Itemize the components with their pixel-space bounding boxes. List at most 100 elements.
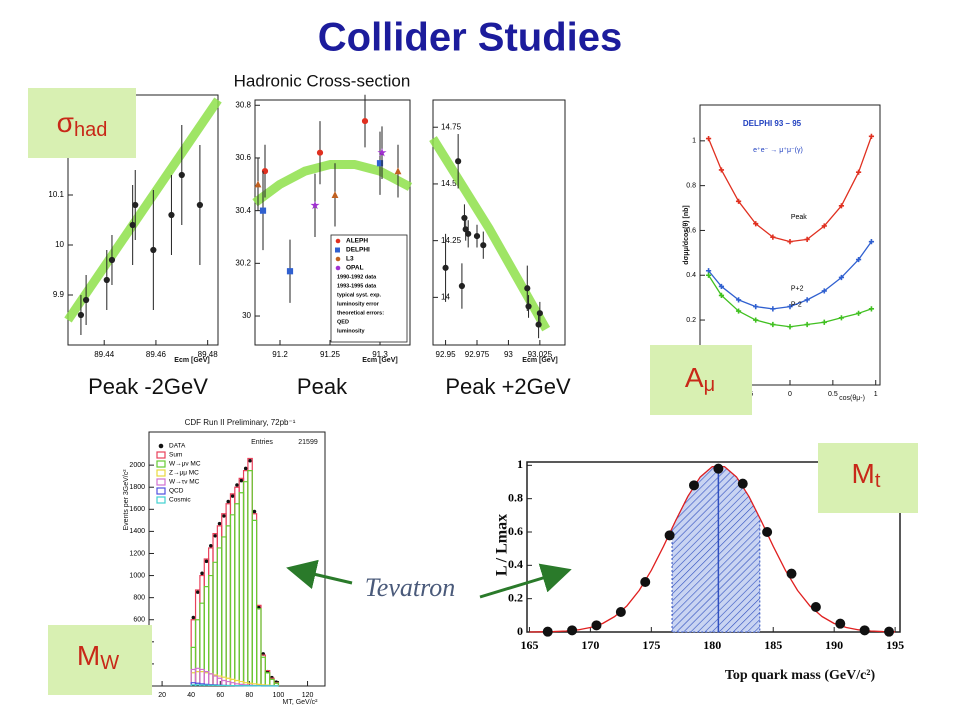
y-tick-label: 1	[692, 138, 696, 145]
x-tick-label: 100	[273, 692, 285, 699]
y-tick-label: 0.4	[686, 272, 696, 279]
data-point	[592, 621, 601, 630]
entries: 21599	[298, 439, 318, 446]
data-point	[249, 459, 252, 462]
xlabel: Ecm [GeV]	[174, 357, 209, 364]
series-label: P-2	[791, 301, 802, 308]
data-point	[205, 560, 208, 563]
histogram-bin	[213, 685, 217, 686]
data-point	[836, 619, 845, 628]
legend-label: Z→μμ MC	[169, 470, 199, 477]
data-point	[196, 591, 199, 594]
x-tick-label: 20	[158, 692, 166, 699]
y-tick-label: 0	[517, 624, 523, 638]
data-point	[218, 522, 221, 525]
legend-note: 1993-1995 data	[337, 283, 377, 289]
data-point	[462, 215, 467, 220]
x-tick-label: 89.46	[146, 350, 167, 359]
y-tick-label: 1	[517, 457, 523, 471]
y-tick-label: 30.2	[235, 258, 251, 267]
series-label: Peak	[791, 214, 807, 221]
y-tick-label: 1400	[129, 528, 145, 535]
x-tick-label: 120	[302, 692, 314, 699]
x-tick-label: 175	[642, 638, 660, 652]
x-tick-label: 80	[245, 692, 253, 699]
data-point	[860, 626, 869, 635]
ylabel: dσμμ/dcos(θ) [nb]	[683, 205, 690, 265]
legend-note: theoretical errors:	[337, 310, 384, 316]
y-tick-label: 30.4	[235, 206, 251, 215]
data-point	[568, 626, 577, 635]
x-tick-label: 91.2	[272, 350, 288, 359]
data-point	[885, 627, 894, 636]
data-point	[537, 311, 542, 316]
data-point	[481, 243, 486, 248]
data-point	[231, 495, 234, 498]
x-tick-label: 92.975	[465, 350, 490, 359]
y-tick-label: 0.8	[686, 182, 696, 189]
data-point	[616, 608, 625, 617]
x-tick-label: 89.44	[94, 350, 115, 359]
badge-sub: μ	[704, 374, 716, 396]
x-tick-label: 185	[764, 638, 782, 652]
data-point	[525, 286, 530, 291]
legend-note: 1990-1992 data	[337, 274, 377, 280]
legend-label: Cosmic	[169, 497, 191, 504]
stats-label: Entries	[251, 439, 273, 446]
y-tick-label: 10.1	[48, 190, 64, 199]
legend-label: Sum	[169, 452, 182, 459]
data-point	[665, 531, 674, 540]
title: Hadronic Cross-section	[234, 71, 411, 90]
x-tick-label: 1	[874, 391, 878, 398]
data-point	[179, 172, 184, 177]
legend-label: DATA	[169, 443, 186, 450]
x-tick-label: 170	[581, 638, 599, 652]
data-point	[201, 572, 204, 575]
y-tick-label: 14.75	[441, 122, 462, 131]
legend-label: OPAL	[346, 265, 364, 272]
data-point	[236, 484, 239, 487]
y-tick-label: 14.25	[441, 236, 462, 245]
data-point	[714, 464, 723, 473]
y-tick-label: 10	[55, 240, 64, 249]
title: CDF Run II Preliminary, 72pb⁻¹	[185, 418, 296, 427]
caption: Peak -2GeV	[88, 374, 208, 399]
x-tick-label: 195	[886, 638, 904, 652]
badge-symbol: M	[77, 640, 100, 671]
xlabel: Ecm [GeV]	[362, 357, 397, 364]
y-tick-label: 30.8	[235, 100, 251, 109]
xlabel: MT, GeV/c²	[282, 699, 318, 706]
data-point	[362, 118, 367, 123]
y-tick-label: 0.2	[508, 590, 523, 604]
data-point	[738, 479, 747, 488]
legend-swatch	[336, 239, 341, 244]
data-point	[104, 277, 109, 282]
caption: Peak +2GeV	[445, 374, 571, 399]
legend-label: DELPHI	[346, 247, 370, 254]
data-point	[210, 544, 213, 547]
legend-label: ALEPH	[346, 238, 368, 245]
data-point	[253, 510, 256, 513]
legend-note: luminosity	[337, 328, 365, 334]
data-point	[214, 535, 217, 538]
ylabel: Events per 3GeV/c²	[123, 469, 130, 531]
y-tick-label: 0.8	[508, 490, 523, 504]
data-point	[240, 479, 243, 482]
xlabel: Top quark mass (GeV/c²)	[725, 668, 876, 683]
data-point	[169, 212, 174, 217]
data-point	[227, 500, 230, 503]
data-point	[466, 231, 471, 236]
data-point	[287, 269, 292, 274]
legend-label: W→μν MC	[169, 461, 201, 468]
data-point	[223, 515, 226, 518]
data-point	[689, 481, 698, 490]
data-point	[536, 322, 541, 327]
title: DELPHI 93 – 95	[743, 119, 802, 128]
legend-note: QED	[337, 319, 349, 325]
legend-swatch	[336, 257, 341, 262]
y-tick-label: 1600	[129, 506, 145, 513]
x-tick-label: 40	[187, 692, 195, 699]
data-point	[130, 222, 135, 227]
